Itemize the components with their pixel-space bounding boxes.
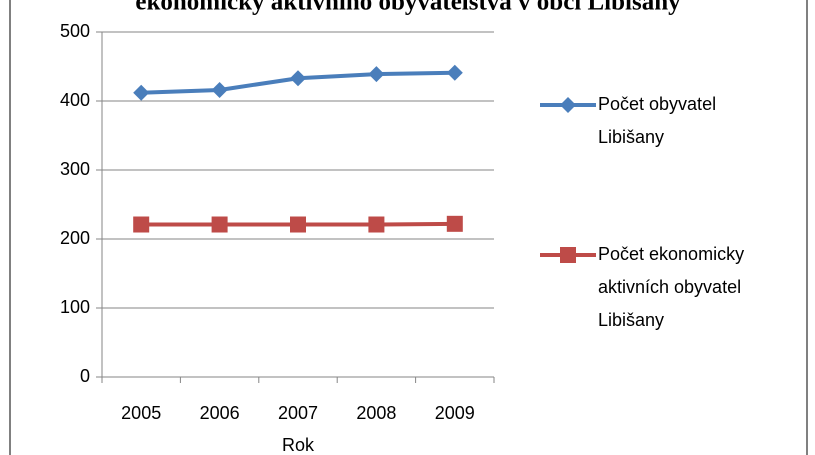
x-tick-label: 2005 xyxy=(121,403,161,423)
marker xyxy=(290,216,306,233)
y-tick-label: 300 xyxy=(60,159,90,179)
marker xyxy=(560,97,576,113)
y-tick-label: 200 xyxy=(60,228,90,248)
chart-title: ekonomicky aktivního obyvatelstva v obci… xyxy=(135,0,681,16)
x-tick-label: 2009 xyxy=(435,403,475,423)
x-tick-label: 2006 xyxy=(200,403,240,423)
marker xyxy=(211,216,228,233)
marker xyxy=(368,216,385,233)
y-tick-label: 0 xyxy=(80,366,90,386)
marker xyxy=(368,66,385,83)
x-tick-label: 2008 xyxy=(356,403,396,423)
chart-border xyxy=(9,0,808,455)
marker xyxy=(133,84,150,101)
marker xyxy=(446,64,463,81)
y-tick-label: 500 xyxy=(60,21,90,41)
legend-label: Počet ekonomicky aktivních obyvatel Libi… xyxy=(598,244,745,330)
x-axis-title: Rok xyxy=(282,435,315,455)
marker xyxy=(446,215,463,232)
legend-label: Počet obyvatel Libišany xyxy=(598,94,717,147)
marker xyxy=(133,216,150,233)
x-tick-label: 2007 xyxy=(278,403,318,423)
marker xyxy=(211,81,228,98)
marker xyxy=(560,247,576,263)
y-tick-label: 100 xyxy=(60,297,90,317)
y-tick-label: 400 xyxy=(60,90,90,110)
marker xyxy=(290,70,306,87)
